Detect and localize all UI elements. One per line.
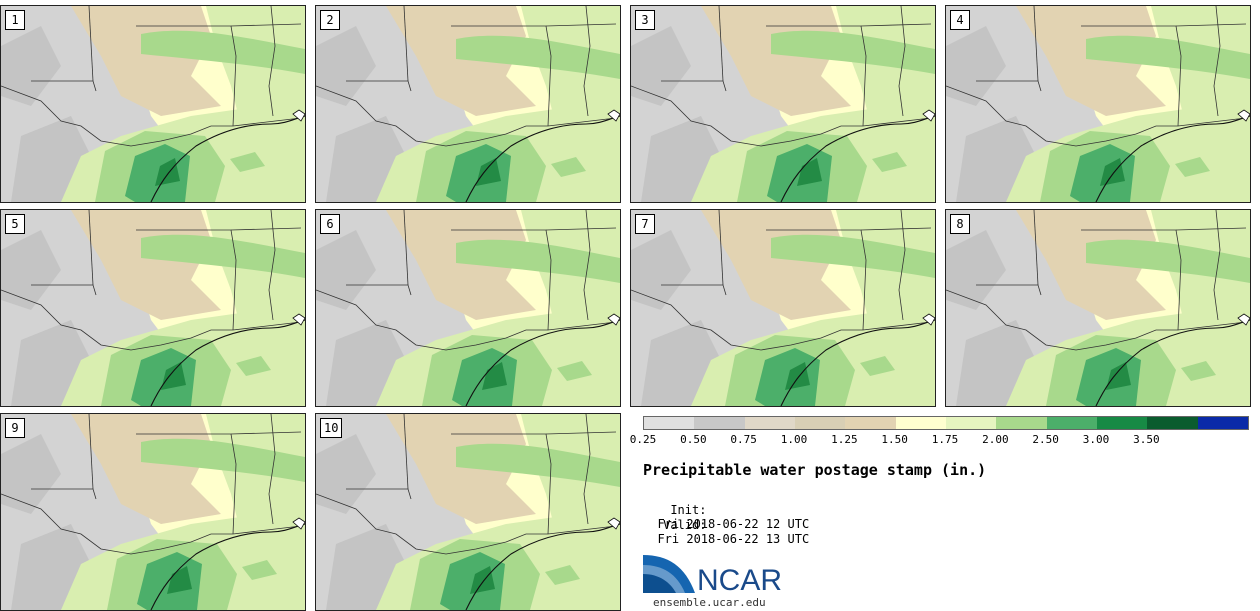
colorbar-segment bbox=[1096, 417, 1148, 429]
map-panel-4: 4 bbox=[945, 5, 1251, 203]
colorbar-segment bbox=[895, 417, 946, 429]
map-image bbox=[316, 414, 620, 610]
colorbar-tick-label: 3.00 bbox=[1082, 433, 1110, 446]
colorbar-tick-label: 1.50 bbox=[881, 433, 908, 446]
colorbar-segment bbox=[694, 417, 745, 429]
map-panel-8: 8 bbox=[945, 209, 1251, 407]
colorbar-tick-label: 0.75 bbox=[730, 433, 757, 446]
colorbar-tick-label: 1.75 bbox=[931, 433, 959, 446]
colorbar-segment bbox=[744, 417, 795, 429]
init-label: Init: bbox=[670, 503, 707, 517]
colorbar-tick-label: 1.25 bbox=[831, 433, 858, 446]
ncar-logo: NCAR bbox=[643, 552, 793, 600]
colorbar-tick-label: 3.50 bbox=[1133, 433, 1160, 446]
init-line: Init: Fri 2018-06-22 12 UTC bbox=[643, 489, 809, 531]
logo-url: ensemble.ucar.edu bbox=[653, 596, 766, 609]
map-image bbox=[316, 210, 620, 406]
map-panel-9: 9 bbox=[0, 413, 306, 611]
colorbar-segment bbox=[794, 417, 846, 429]
colorbar-segment bbox=[996, 417, 1047, 429]
map-image bbox=[1, 210, 305, 406]
colorbar-tick-label: 0.25 bbox=[629, 433, 657, 446]
panel-number: 4 bbox=[950, 10, 970, 30]
panel-number: 2 bbox=[320, 10, 340, 30]
map-title: Precipitable water postage stamp (in.) bbox=[643, 461, 987, 479]
map-image bbox=[1, 6, 305, 202]
map-panel-10: 10 bbox=[315, 413, 621, 611]
panel-number: 6 bbox=[320, 214, 340, 234]
colorbar-tick-label: 2.00 bbox=[982, 433, 1009, 446]
init-value: Fri 2018-06-22 12 UTC bbox=[657, 517, 810, 531]
valid-value: Fri 2018-06-22 13 UTC bbox=[657, 532, 810, 546]
ncar-logo-icon: NCAR bbox=[643, 555, 782, 597]
colorbar-segment bbox=[1046, 417, 1097, 429]
valid-line: Valid: Fri 2018-06-22 13 UTC bbox=[643, 504, 809, 546]
map-panel-5: 5 bbox=[0, 209, 306, 407]
colorbar-segment bbox=[1197, 417, 1248, 429]
map-panel-2: 2 bbox=[315, 5, 621, 203]
colorbar-tick-label: 2.50 bbox=[1032, 433, 1059, 446]
map-panel-6: 6 bbox=[315, 209, 621, 407]
map-panel-7: 7 bbox=[630, 209, 936, 407]
panel-number: 5 bbox=[5, 214, 25, 234]
map-image bbox=[946, 210, 1250, 406]
colorbar bbox=[643, 416, 1249, 430]
colorbar-tick-label: 0.50 bbox=[680, 433, 707, 446]
colorbar-segment bbox=[644, 417, 695, 429]
valid-label: Valid: bbox=[663, 518, 707, 532]
panel-number: 7 bbox=[635, 214, 655, 234]
panel-number: 1 bbox=[5, 10, 25, 30]
map-image bbox=[631, 210, 935, 406]
map-image bbox=[316, 6, 620, 202]
colorbar-segment bbox=[1147, 417, 1198, 429]
map-panel-3: 3 bbox=[630, 5, 936, 203]
colorbar-segment bbox=[945, 417, 997, 429]
panel-number: 10 bbox=[320, 418, 343, 438]
map-image bbox=[1, 414, 305, 610]
logo-text: NCAR bbox=[697, 564, 782, 596]
panel-number: 3 bbox=[635, 10, 655, 30]
map-image bbox=[631, 6, 935, 202]
colorbar-tick-label: 1.00 bbox=[780, 433, 808, 446]
map-image bbox=[946, 6, 1250, 202]
panel-number: 9 bbox=[5, 418, 25, 438]
map-panel-1: 1 bbox=[0, 5, 306, 203]
panel-number: 8 bbox=[950, 214, 970, 234]
colorbar-segment bbox=[845, 417, 896, 429]
